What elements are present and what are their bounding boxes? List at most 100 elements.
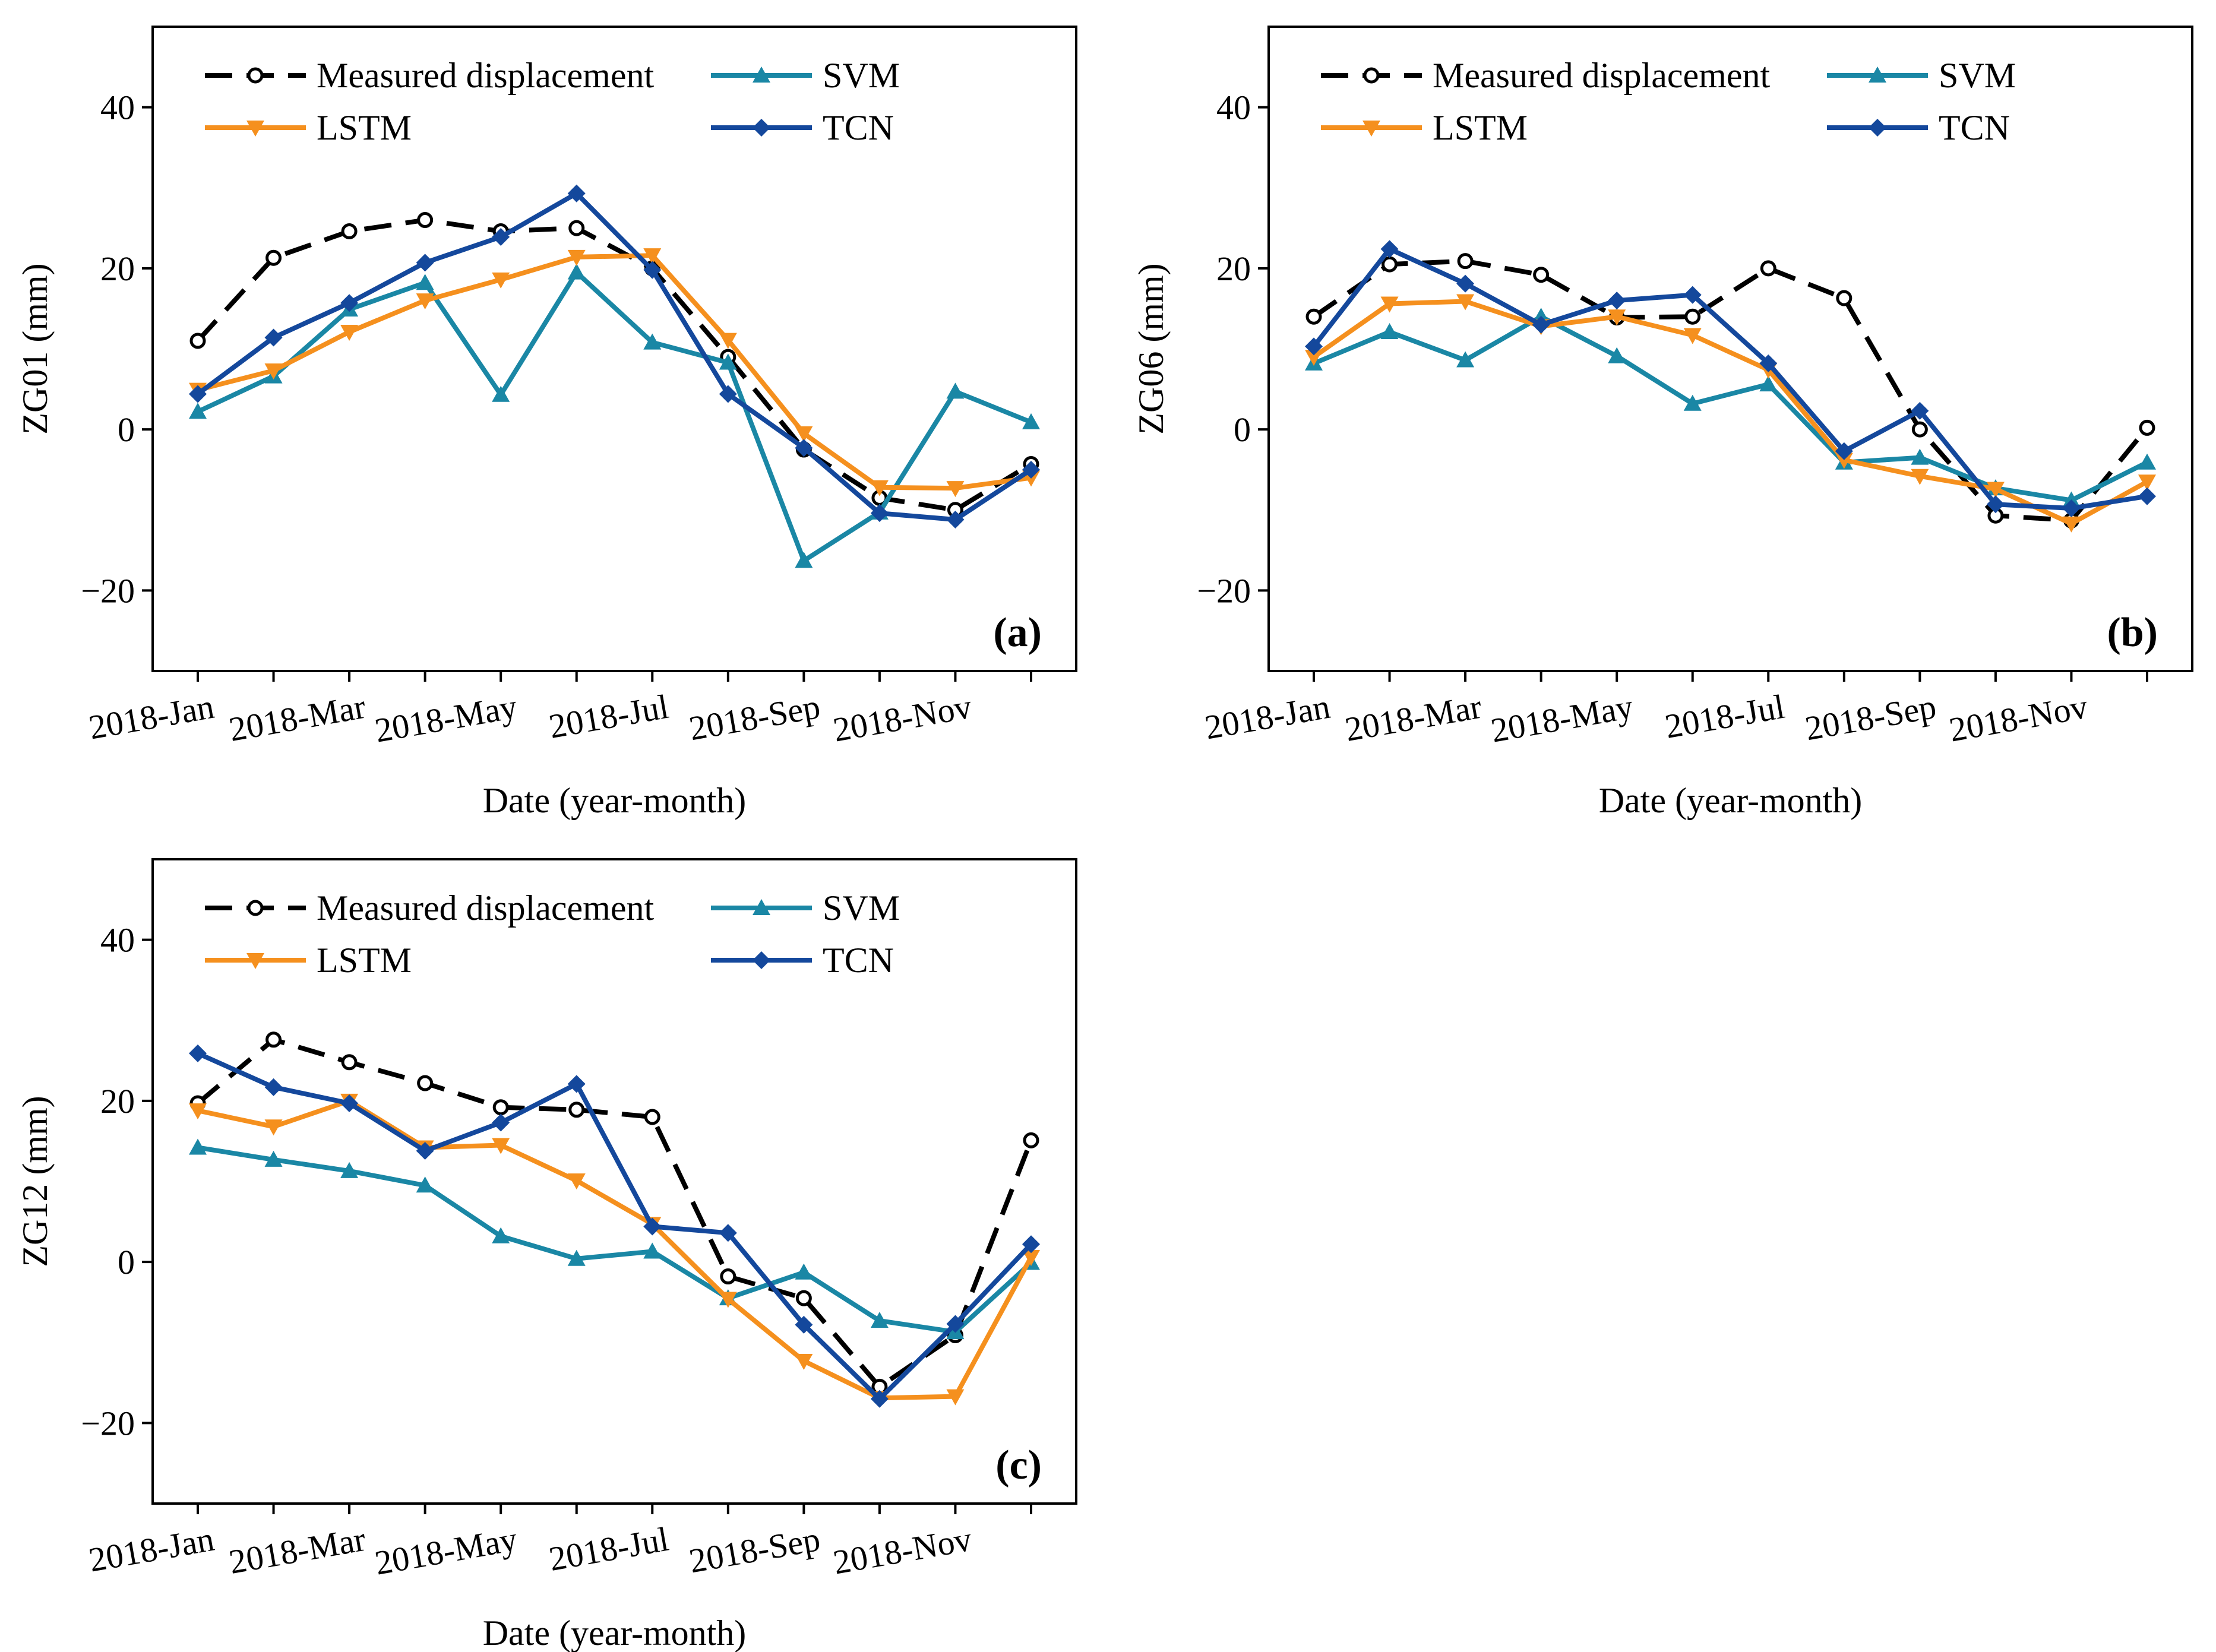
- data-point: [795, 439, 813, 457]
- data-point: [416, 293, 434, 310]
- x-tick-label: 2018-Mar: [226, 1520, 369, 1581]
- data-point: [1911, 421, 1928, 438]
- data-point: [568, 220, 585, 236]
- legend-label: LSTM: [317, 941, 412, 980]
- data-point: [1836, 290, 1853, 306]
- data-point: [2138, 474, 2156, 491]
- legend: Measured displacement SVM LSTM TCN: [1321, 56, 2016, 147]
- legend-item-measured-displacement: Measured displacement: [205, 56, 654, 95]
- data-point: [870, 1390, 889, 1408]
- legend-label: Measured displacement: [1433, 56, 1770, 95]
- data-point: [1305, 350, 1323, 366]
- data-point: [643, 1217, 662, 1236]
- panel-label: (b): [2107, 610, 2158, 656]
- data-point: [1380, 296, 1399, 313]
- data-point: [1911, 469, 1929, 485]
- series-tcn: [1305, 240, 2156, 518]
- series-line: [197, 270, 1032, 564]
- x-axis-title: Date (year-month): [483, 1613, 747, 1652]
- data-point: [795, 1353, 813, 1370]
- data-point: [567, 1075, 586, 1093]
- data-point: [946, 511, 965, 529]
- legend-label: Measured displacement: [317, 56, 654, 95]
- x-tick-label: 2018-Nov: [1946, 687, 2091, 749]
- series-layer: [189, 1031, 1040, 1408]
- data-point: [643, 333, 662, 350]
- data-point: [189, 333, 206, 349]
- data-point: [2138, 453, 2156, 470]
- legend-item-lstm: LSTM: [1321, 108, 1528, 147]
- data-point: [1456, 351, 1475, 368]
- data-point: [189, 1103, 207, 1120]
- legend-item-lstm: LSTM: [205, 941, 412, 980]
- panel-label: (a): [993, 610, 1042, 656]
- x-tick-label: 2018-Sep: [686, 687, 823, 748]
- data-point: [719, 385, 737, 403]
- x-axis-title: Date (year-month): [1599, 781, 1863, 820]
- legend-marker: [753, 899, 770, 915]
- y-tick-label: 0: [118, 410, 135, 449]
- legend-label: LSTM: [1433, 108, 1528, 147]
- data-point: [1023, 1132, 1039, 1148]
- data-point: [719, 1224, 737, 1242]
- data-point: [946, 1389, 965, 1406]
- legend-marker: [246, 121, 264, 137]
- data-point: [416, 1176, 434, 1193]
- panel-c: −20 0 20 40 2018-Jan 2018-Mar 2018-May 2018-Jul…: [15, 858, 1077, 1652]
- data-point: [1683, 394, 1702, 411]
- plot-frame: [151, 858, 1077, 1505]
- data-point: [1022, 1249, 1040, 1266]
- data-point: [265, 1031, 282, 1048]
- x-tick-label: 2018-Jan: [1202, 687, 1333, 747]
- data-point: [1683, 328, 1702, 344]
- legend-item-tcn: TCN: [1827, 108, 2010, 147]
- data-point: [1608, 309, 1626, 326]
- legend-item-tcn: TCN: [711, 941, 894, 980]
- data-point: [1986, 495, 2005, 514]
- data-point: [2062, 491, 2081, 508]
- data-point: [946, 382, 965, 399]
- legend-label: TCN: [823, 941, 894, 980]
- legend-label: TCN: [823, 108, 894, 147]
- data-point: [567, 263, 586, 280]
- data-point: [1684, 308, 1701, 325]
- data-point: [567, 1173, 586, 1190]
- data-point: [1382, 256, 1398, 273]
- series-measured-displacement: [189, 1031, 1039, 1395]
- data-point: [567, 1249, 586, 1266]
- data-point: [2139, 419, 2155, 436]
- series-svm: [189, 263, 1040, 568]
- data-point: [643, 1242, 662, 1259]
- x-tick-label: 2018-Sep: [1802, 687, 1939, 748]
- series-line: [196, 191, 1033, 522]
- x-tick-label: 2018-Mar: [226, 687, 369, 749]
- x-tick-label: 2018-Sep: [686, 1520, 823, 1581]
- data-point: [2062, 499, 2081, 518]
- data-point: [492, 227, 510, 246]
- data-point: [946, 481, 965, 498]
- data-point: [1305, 308, 1322, 325]
- data-point: [492, 1138, 510, 1154]
- data-point: [1911, 448, 1929, 465]
- y-tick-label: 20: [1216, 249, 1251, 288]
- data-point: [1380, 323, 1399, 340]
- axis-layer: −20 0 20 40 2018-Jan 2018-Mar 2018-May 2018-Jul…: [81, 88, 1032, 750]
- legend-item-tcn: TCN: [711, 108, 894, 147]
- data-point: [492, 1113, 510, 1132]
- data-point: [341, 223, 358, 239]
- panel-a: −20 0 20 40 2018-Jan 2018-Mar 2018-May 2018-Jul…: [15, 26, 1077, 820]
- data-point: [1456, 294, 1475, 311]
- series-lstm: [1305, 294, 2156, 533]
- data-point: [417, 1075, 434, 1091]
- series-line: [197, 1098, 1033, 1401]
- x-tick-label: 2018-Jul: [546, 687, 671, 746]
- data-point: [719, 333, 737, 349]
- legend-marker: [247, 900, 264, 916]
- y-tick-label: 20: [100, 1082, 135, 1121]
- series-line: [1313, 314, 2148, 503]
- data-point: [340, 1162, 359, 1178]
- y-tick-label: 20: [100, 249, 135, 288]
- legend-item-lstm: LSTM: [205, 108, 412, 147]
- panel-label: (c): [995, 1442, 1042, 1488]
- data-point: [1022, 460, 1040, 479]
